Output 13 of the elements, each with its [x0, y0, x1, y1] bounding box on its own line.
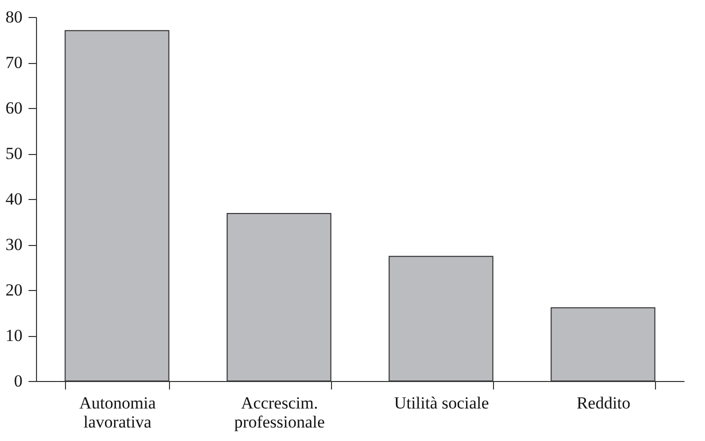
x-tick-label: Accrescim. professionale — [234, 394, 325, 432]
y-tick-label: 0 — [14, 372, 22, 390]
y-tick-label: 10 — [6, 326, 22, 345]
y-tick-label: 80 — [6, 8, 22, 26]
y-tick-label: 40 — [6, 190, 22, 208]
y-tick-label: 60 — [6, 98, 22, 118]
y-tick-label: 20 — [6, 280, 22, 300]
y-tick-label: 50 — [6, 144, 22, 163]
x-tick-label: Autonomia lavorativa — [79, 394, 156, 432]
y-tick-label: 70 — [6, 53, 22, 72]
y-tick-label: 30 — [6, 235, 22, 254]
x-tick-label: Utilità sociale — [394, 394, 489, 412]
x-tick-label: Reddito — [576, 394, 630, 412]
